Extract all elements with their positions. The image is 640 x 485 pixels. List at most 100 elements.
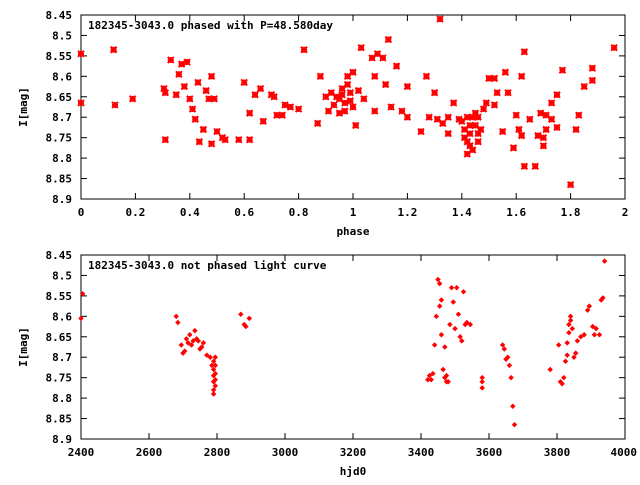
phased-data-point xyxy=(444,113,452,121)
phased-data-point xyxy=(207,140,216,148)
phased-data-point xyxy=(346,88,354,97)
phased-data-point xyxy=(109,46,118,54)
unphased-data-point xyxy=(510,403,516,410)
unphased-y-axis-label: I[mag] xyxy=(17,327,30,367)
unphased-y-tick-label: 8.7 xyxy=(52,351,72,364)
phased-data-point xyxy=(77,99,85,107)
unphased-x-tick-label: 3800 xyxy=(544,446,571,459)
unphased-data-point xyxy=(445,379,451,385)
phased-data-point xyxy=(493,88,501,97)
unphased-x-tick-label: 2400 xyxy=(68,446,95,459)
phased-data-point xyxy=(474,129,482,138)
unphased-data-point xyxy=(204,352,210,358)
phased-data-point xyxy=(463,138,471,146)
phased-data-point xyxy=(349,103,357,111)
phased-data-point xyxy=(547,115,556,123)
unphased-data-point xyxy=(578,334,584,340)
unphased-data-point xyxy=(584,307,591,313)
phased-y-tick-label: 8.45 xyxy=(46,9,73,22)
unphased-data-point xyxy=(555,342,562,348)
phased-data-point xyxy=(403,82,412,91)
phased-data-point xyxy=(343,72,352,81)
unphased-y-tick-label: 8.75 xyxy=(46,372,73,385)
unphased-x-tick-label: 3000 xyxy=(272,446,299,459)
unphased-data-point xyxy=(547,366,553,373)
phased-data-point xyxy=(338,91,346,99)
phased-data-point xyxy=(294,105,303,113)
phased-data-point xyxy=(539,142,548,150)
unphased-data-point xyxy=(508,374,514,381)
phased-data-point xyxy=(313,119,322,128)
phased-x-tick-label: 2 xyxy=(622,206,629,219)
unphased-data-point xyxy=(430,370,436,377)
unphased-data-point xyxy=(190,338,196,344)
phased-data-point xyxy=(259,117,267,126)
unphased-data-point xyxy=(452,325,458,332)
phased-y-tick-label: 8.9 xyxy=(52,193,72,206)
unphased-y-tick-label: 8.5 xyxy=(52,269,72,282)
phased-data-point xyxy=(281,101,289,109)
unphased-y-tick-label: 8.85 xyxy=(46,413,73,426)
unphased-data-point xyxy=(431,342,438,348)
unphased-data-point xyxy=(511,421,518,428)
phased-data-point xyxy=(501,68,510,76)
unphased-x-axis-label: hjd0 xyxy=(340,465,367,478)
unphased-data-point xyxy=(593,325,599,332)
phased-data-point xyxy=(485,74,493,83)
unphased-data-point xyxy=(459,338,465,344)
phased-data-point xyxy=(520,48,529,56)
unphased-data-point xyxy=(187,332,193,338)
unphased-data-point xyxy=(574,338,581,344)
phased-y-tick-label: 8.5 xyxy=(52,29,72,42)
phased-x-tick-label: 1 xyxy=(350,206,357,219)
phased-data-point xyxy=(235,136,243,144)
unphased-data-point xyxy=(443,372,450,379)
unphased-data-point xyxy=(212,376,219,383)
unphased-data-point xyxy=(238,311,244,318)
unphased-data-point xyxy=(479,379,485,385)
unphased-data-point xyxy=(559,381,565,387)
unphased-y-tick-label: 8.6 xyxy=(52,310,72,323)
phased-data-point xyxy=(77,50,85,58)
phased-data-point xyxy=(371,107,379,115)
unphased-data-point xyxy=(78,315,84,322)
unphased-data-point xyxy=(561,374,567,381)
unphased-data-points xyxy=(78,258,608,428)
unphased-y-tick-label: 8.8 xyxy=(52,392,72,405)
phased-y-tick-label: 8.7 xyxy=(52,111,72,124)
phased-data-point xyxy=(128,95,137,103)
unphased-data-point xyxy=(210,358,217,365)
phased-data-point xyxy=(520,162,529,170)
phased-data-point xyxy=(270,93,278,101)
phased-data-point xyxy=(490,74,499,83)
phased-data-point xyxy=(186,95,194,103)
phased-data-point xyxy=(286,103,295,111)
phased-x-tick-label: 0.4 xyxy=(180,206,200,219)
unphased-data-point xyxy=(246,315,253,322)
unphased-data-point xyxy=(572,350,579,356)
unphased-data-point xyxy=(467,321,474,328)
phased-data-point xyxy=(468,113,477,121)
phased-data-point xyxy=(327,88,335,97)
unphased-data-point xyxy=(506,362,513,369)
phased-y-tick-label: 8.8 xyxy=(52,152,72,165)
unphased-data-point xyxy=(173,313,179,320)
phased-data-point xyxy=(474,138,482,146)
phased-data-point xyxy=(566,180,575,189)
phased-data-point xyxy=(392,62,401,70)
phased-data-point xyxy=(463,113,471,121)
phased-data-point xyxy=(245,109,254,117)
phased-data-point xyxy=(553,123,561,132)
unphased-light-curve-panel: 8.45 8.5 8.55 8.6 8.65 8.7 8.75 8.8 8.85 8.9 2400… xyxy=(17,249,637,478)
unphased-data-point xyxy=(601,258,608,264)
unphased-data-point xyxy=(479,385,485,391)
phased-data-point xyxy=(458,117,466,126)
unphased-data-point xyxy=(499,342,506,348)
unphased-data-point xyxy=(175,319,181,326)
phased-data-point xyxy=(210,95,218,103)
phased-data-point xyxy=(371,72,379,81)
unphased-data-point xyxy=(457,334,463,340)
phased-data-point xyxy=(512,111,520,119)
unphased-data-point xyxy=(567,313,574,320)
phased-data-point xyxy=(466,121,474,130)
